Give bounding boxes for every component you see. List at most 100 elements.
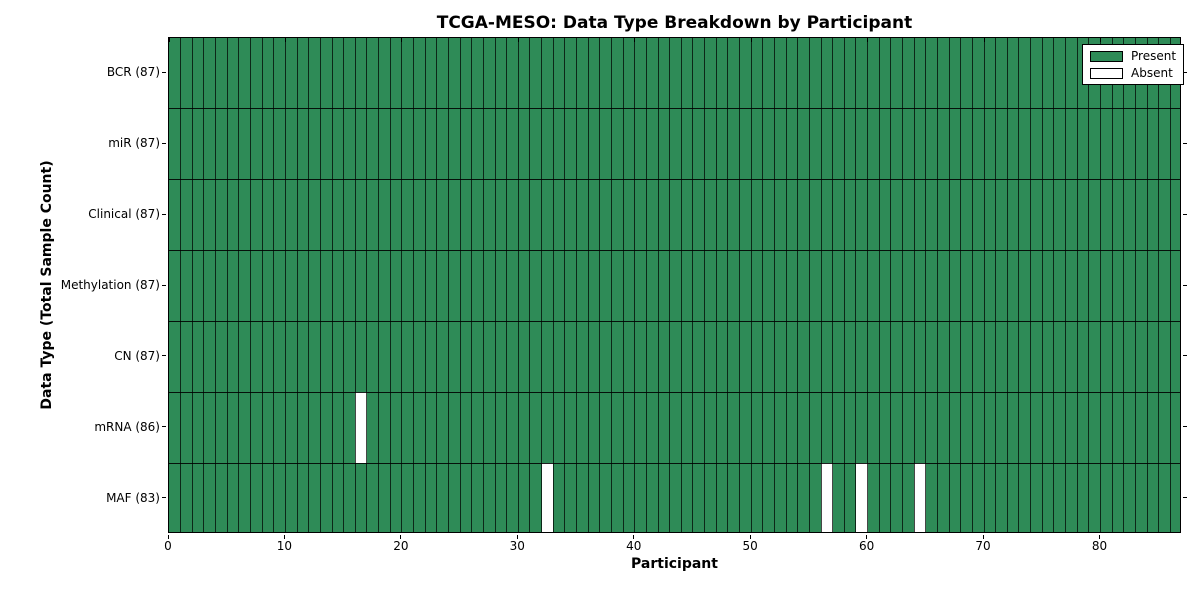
cell-border-line xyxy=(284,38,286,532)
cell-border-line xyxy=(634,38,636,532)
row-divider-line xyxy=(169,462,1180,464)
cell-border-line xyxy=(203,38,205,532)
y-tick-label-CN: CN (87) xyxy=(114,348,160,363)
y-tick-mark xyxy=(162,426,166,428)
cell-border-line xyxy=(261,38,263,532)
y-tick-label-Methylation: Methylation (87) xyxy=(60,278,160,292)
x-tick-mark xyxy=(283,535,285,539)
x-tick-mark xyxy=(400,535,402,539)
x-tick-mark xyxy=(866,535,868,539)
legend-label-absent: Absent xyxy=(1131,66,1173,80)
y-axis-label: Data Type (Total Sample Count) xyxy=(39,160,55,410)
y-tick-label-mRNA: mRNA (86) xyxy=(94,419,160,434)
y-tick-label-Clinical: Clinical (87) xyxy=(88,207,160,222)
x-tick-mark xyxy=(633,535,635,539)
cell-border-line xyxy=(413,38,415,532)
cell-border-line xyxy=(180,38,182,532)
x-tick-mark-top xyxy=(1099,38,1101,42)
cell-border-line xyxy=(482,38,484,532)
x-tick-mark-top xyxy=(867,38,869,42)
present-swatch xyxy=(1090,50,1123,62)
cell-border-line xyxy=(1053,38,1055,532)
x-tick-mark-top xyxy=(750,38,752,42)
x-tick-label: 0 xyxy=(164,539,172,553)
legend-entry-absent: Absent xyxy=(1090,67,1176,79)
cell-border-line xyxy=(622,38,624,532)
row-divider-line xyxy=(169,320,1180,322)
absent-cell-mRNA-16 xyxy=(355,392,367,464)
y-tick-label-BCR: BCR (87) xyxy=(106,65,160,80)
cell-border-line xyxy=(215,38,217,532)
cell-border-line xyxy=(902,38,904,532)
cell-border-line xyxy=(226,38,228,532)
y-tick-label-miR: miR (87) xyxy=(108,136,160,151)
cell-border-line xyxy=(820,38,822,532)
cell-border-line xyxy=(541,38,543,532)
cell-border-line xyxy=(971,38,973,532)
cell-border-line xyxy=(436,38,438,532)
x-tick-label: 50 xyxy=(742,539,758,553)
x-tick-label: 60 xyxy=(858,539,875,553)
cell-border-line xyxy=(657,38,659,532)
cell-border-line xyxy=(808,38,810,532)
x-tick-mark-top xyxy=(983,38,985,42)
cell-border-line xyxy=(331,38,333,532)
cell-border-line xyxy=(471,38,473,532)
cell-border-line xyxy=(389,38,391,532)
legend-label-present: Present xyxy=(1131,49,1177,63)
cell-border-line xyxy=(785,38,787,532)
x-tick-label: 70 xyxy=(975,539,991,553)
cell-border-line xyxy=(191,38,193,532)
cell-border-line xyxy=(319,38,321,532)
y-tick-label-MAF: MAF (83) xyxy=(106,490,160,505)
cell-border-line xyxy=(645,38,647,532)
cell-border-line xyxy=(1111,38,1113,532)
x-tick-mark xyxy=(167,535,169,539)
cell-border-line xyxy=(308,38,310,532)
plot-area xyxy=(168,37,1181,533)
cell-border-line xyxy=(773,38,775,532)
cell-border-line xyxy=(669,38,671,532)
y-tick-mark-right xyxy=(1183,497,1187,499)
cell-border-line xyxy=(494,38,496,532)
y-tick-mark-right xyxy=(1183,355,1187,357)
cell-border-line xyxy=(750,38,752,532)
cell-border-line xyxy=(727,38,729,532)
cell-border-line xyxy=(552,38,554,532)
cell-border-line xyxy=(832,38,834,532)
absent-cell-MAF-59 xyxy=(855,463,868,532)
x-tick-mark-top xyxy=(284,38,286,42)
cell-border-line xyxy=(424,38,426,532)
y-tick-mark xyxy=(162,142,166,144)
y-tick-mark-right xyxy=(1183,284,1187,286)
cell-border-line xyxy=(238,38,240,532)
x-tick-label: 30 xyxy=(509,539,525,553)
cell-border-line xyxy=(890,38,892,532)
row-divider-line xyxy=(169,250,1180,252)
x-tick-label: 80 xyxy=(1091,539,1108,553)
cell-border-line xyxy=(762,38,764,532)
y-tick-mark-right xyxy=(1183,142,1187,144)
cell-border-line xyxy=(936,38,938,532)
cell-border-line xyxy=(948,38,950,532)
y-tick-mark xyxy=(162,213,166,215)
x-tick-label: 10 xyxy=(276,539,293,553)
cell-border-line xyxy=(913,38,915,532)
cell-border-line xyxy=(1158,38,1160,532)
cell-border-line xyxy=(925,38,927,532)
absent-swatch xyxy=(1090,67,1123,79)
cell-border-line xyxy=(843,38,845,532)
cell-border-line xyxy=(983,38,985,532)
absent-cell-MAF-32 xyxy=(541,463,554,532)
cell-border-line xyxy=(1169,38,1171,532)
x-tick-mark xyxy=(982,535,984,539)
cell-border-line xyxy=(1146,38,1148,532)
cell-border-line xyxy=(1099,38,1101,532)
cell-border-line xyxy=(1006,38,1008,532)
row-divider-line xyxy=(169,108,1180,110)
cell-border-line xyxy=(366,38,368,532)
x-tick-mark xyxy=(1098,535,1100,539)
cell-border-line xyxy=(459,38,461,532)
cell-border-line xyxy=(1030,38,1032,532)
y-tick-mark xyxy=(162,284,166,286)
